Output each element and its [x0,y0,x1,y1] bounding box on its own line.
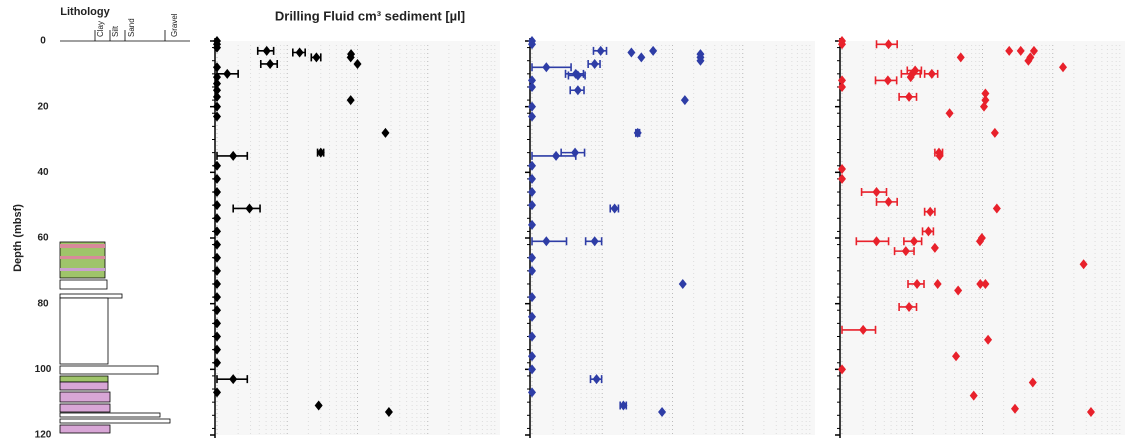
y-tick-label: 100 [35,364,52,375]
lithology-class: Sand [127,18,136,37]
y-tick-label: 20 [37,101,49,112]
chart: Drilling Fluid cm³ sediment [µl] Litholo… [0,0,1130,441]
y-tick-label: 60 [37,233,49,244]
lithology-title: Lithology [60,6,110,18]
chart-title: Drilling Fluid cm³ sediment [µl] [275,8,465,23]
lithology-class: Clay [96,21,105,37]
lithology-column [60,30,190,433]
lithology-class: Silt [111,25,120,37]
y-tick-label: 80 [37,298,49,309]
y-tick-label: 40 [37,167,49,178]
lithology-class: Gravel [170,13,179,37]
y-axis-label: Depth (mbsf) [12,204,24,272]
y-tick-label: 0 [40,36,46,47]
y-tick-label: 120 [35,430,52,441]
